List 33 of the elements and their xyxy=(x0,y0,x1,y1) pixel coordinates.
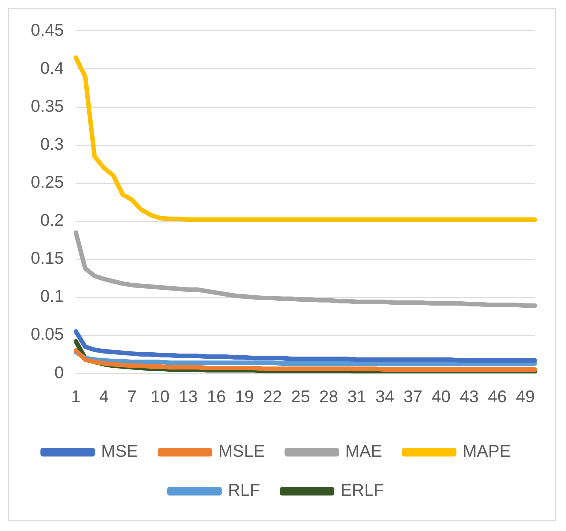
x-tick-label: 37 xyxy=(404,387,423,406)
y-tick-label: 0.4 xyxy=(40,58,64,78)
y-tick-label: 0.3 xyxy=(40,135,64,154)
y-tick-label: 0.2 xyxy=(40,211,64,230)
x-tick-label: 1 xyxy=(71,387,81,406)
x-tick-label: 31 xyxy=(348,387,367,406)
x-tick-label: 49 xyxy=(516,387,536,406)
x-tick-label: 22 xyxy=(263,387,282,406)
y-tick-label: 0.15 xyxy=(30,249,64,268)
x-tick-label: 4 xyxy=(99,387,109,406)
legend-label: MAPE xyxy=(462,442,512,462)
x-tick-label: 34 xyxy=(376,387,395,406)
y-tick-label: 0.35 xyxy=(30,96,64,116)
legend-label: RLF xyxy=(228,481,260,500)
x-tick-label: 19 xyxy=(235,387,254,406)
y-tick-label: 0.1 xyxy=(40,287,64,306)
x-tick-label: 25 xyxy=(291,387,310,406)
x-tick-label: 28 xyxy=(319,387,338,406)
legend-label: MAE xyxy=(346,442,382,462)
y-tick-label: 0 xyxy=(54,363,64,382)
legend-label: ERLF xyxy=(340,481,384,500)
legend-label: MSE xyxy=(101,442,138,462)
x-tick-label: 43 xyxy=(460,387,479,406)
x-tick-label: 13 xyxy=(179,387,198,406)
x-tick-label: 10 xyxy=(150,387,170,406)
y-tick-label: 0.05 xyxy=(30,325,64,344)
x-tick-label: 7 xyxy=(128,387,138,406)
x-tick-label: 46 xyxy=(488,387,507,406)
y-tick-label: 0.45 xyxy=(30,20,64,40)
x-tick-label: 40 xyxy=(432,387,451,406)
x-tick-label: 16 xyxy=(207,387,226,406)
y-tick-label: 0.25 xyxy=(30,173,64,192)
legend-label: MSLE xyxy=(218,442,266,462)
